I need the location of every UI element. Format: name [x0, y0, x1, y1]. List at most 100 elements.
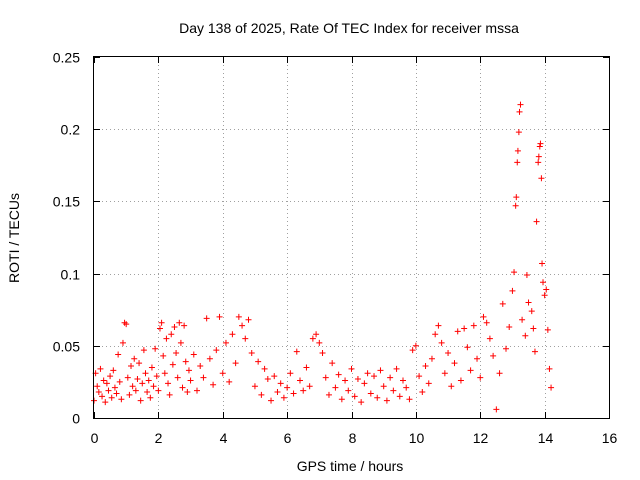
data-point: [245, 316, 252, 323]
data-point: [102, 399, 109, 406]
data-point: [128, 363, 135, 370]
data-point: [540, 279, 547, 286]
data-point: [457, 377, 464, 384]
data-point: [103, 380, 110, 387]
data-point: [213, 347, 220, 354]
y-tick-label: 0.15: [53, 194, 80, 210]
data-point: [445, 350, 452, 357]
data-point: [284, 384, 291, 391]
data-point: [176, 319, 183, 326]
data-point: [530, 325, 537, 332]
data-point: [409, 347, 416, 354]
x-tick-label: 10: [409, 430, 425, 446]
data-point: [118, 396, 125, 403]
data-point: [422, 363, 429, 370]
data-point: [274, 389, 281, 396]
x-tick-label: 0: [91, 430, 99, 446]
data-point: [533, 218, 540, 225]
data-point: [467, 367, 474, 374]
data-point: [115, 351, 122, 358]
data-point: [174, 374, 181, 381]
data-point: [332, 384, 339, 391]
data-point: [428, 355, 435, 362]
data-point: [400, 377, 406, 384]
data-point: [425, 380, 432, 387]
data-point: [156, 325, 163, 332]
data-point: [163, 335, 170, 342]
data-point: [499, 300, 506, 307]
data-point: [435, 322, 442, 329]
data-point: [351, 393, 358, 400]
x-tick-label: 6: [284, 430, 292, 446]
y-tick-label: 0: [72, 411, 80, 427]
data-point: [361, 380, 368, 387]
data-point: [255, 358, 262, 365]
data-point: [239, 322, 246, 329]
x-tick-label: 12: [473, 430, 489, 446]
data-point: [113, 390, 120, 397]
data-point: [516, 108, 523, 115]
data-point: [226, 378, 233, 385]
x-tick-label: 8: [349, 430, 357, 446]
data-point: [203, 315, 210, 322]
data-point: [111, 384, 118, 391]
data-point: [319, 350, 326, 357]
data-point: [403, 384, 410, 391]
data-point: [474, 355, 481, 362]
data-point: [206, 355, 213, 362]
data-point: [380, 383, 387, 390]
data-point: [358, 399, 365, 406]
data-point: [110, 367, 117, 374]
data-point: [147, 394, 154, 401]
data-point: [229, 331, 236, 338]
data-point: [480, 313, 487, 320]
data-point: [393, 365, 400, 372]
data-point: [464, 344, 471, 351]
data-point: [543, 286, 550, 293]
data-point: [345, 387, 352, 394]
data-point: [131, 355, 138, 362]
data-point: [185, 367, 192, 374]
data-point: [329, 360, 336, 367]
gridlines: [94, 57, 609, 418]
data-points: [91, 101, 555, 413]
plot-frame: [93, 56, 610, 419]
y-tick-label: 0.1: [61, 267, 81, 283]
data-point: [139, 380, 146, 387]
data-point: [161, 370, 168, 377]
data-point: [348, 365, 355, 372]
data-point: [232, 360, 239, 367]
data-point: [171, 324, 178, 331]
data-point: [165, 380, 172, 387]
data-point: [514, 159, 521, 166]
data-point: [268, 397, 275, 404]
data-point: [515, 129, 522, 136]
data-point: [512, 202, 519, 209]
x-tick-label: 14: [538, 430, 554, 446]
data-point: [377, 367, 384, 374]
data-point: [166, 391, 173, 398]
data-point: [100, 377, 107, 384]
data-point: [544, 326, 551, 333]
data-point: [116, 378, 123, 385]
data-point: [546, 365, 553, 372]
data-point: [354, 376, 361, 383]
data-point: [277, 380, 284, 387]
data-point: [158, 319, 165, 326]
data-point: [338, 396, 345, 403]
data-point: [280, 394, 287, 401]
data-point: [412, 342, 419, 349]
data-point: [177, 339, 184, 346]
data-point: [514, 147, 521, 154]
data-point: [390, 387, 397, 394]
data-point: [94, 383, 101, 390]
data-point: [160, 352, 167, 359]
data-point: [169, 361, 176, 368]
data-point: [97, 365, 104, 372]
data-point: [531, 348, 538, 355]
x-tick-label: 16: [602, 430, 618, 446]
data-point: [309, 335, 316, 342]
data-point: [222, 339, 229, 346]
data-point: [153, 373, 160, 380]
data-point: [496, 370, 503, 377]
